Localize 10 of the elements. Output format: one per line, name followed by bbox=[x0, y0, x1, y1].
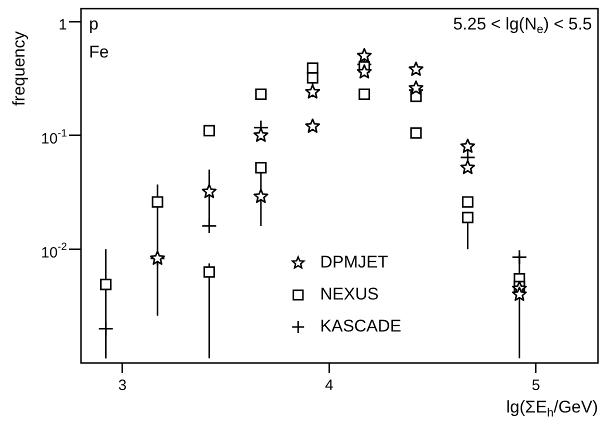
x-tick-label: 5 bbox=[532, 377, 540, 394]
legend-label: KASCADE bbox=[320, 316, 402, 336]
x-tick-label: 4 bbox=[324, 377, 334, 394]
legend-label: DPMJET bbox=[320, 252, 388, 272]
annotation: p bbox=[89, 14, 98, 34]
annotation: Fe bbox=[89, 42, 109, 62]
x-tick-label: 3 bbox=[118, 377, 127, 394]
y-axis-title: frequency bbox=[10, 30, 29, 106]
y-tick-label: 1 bbox=[58, 16, 67, 34]
legend-label: NEXUS bbox=[320, 284, 379, 304]
